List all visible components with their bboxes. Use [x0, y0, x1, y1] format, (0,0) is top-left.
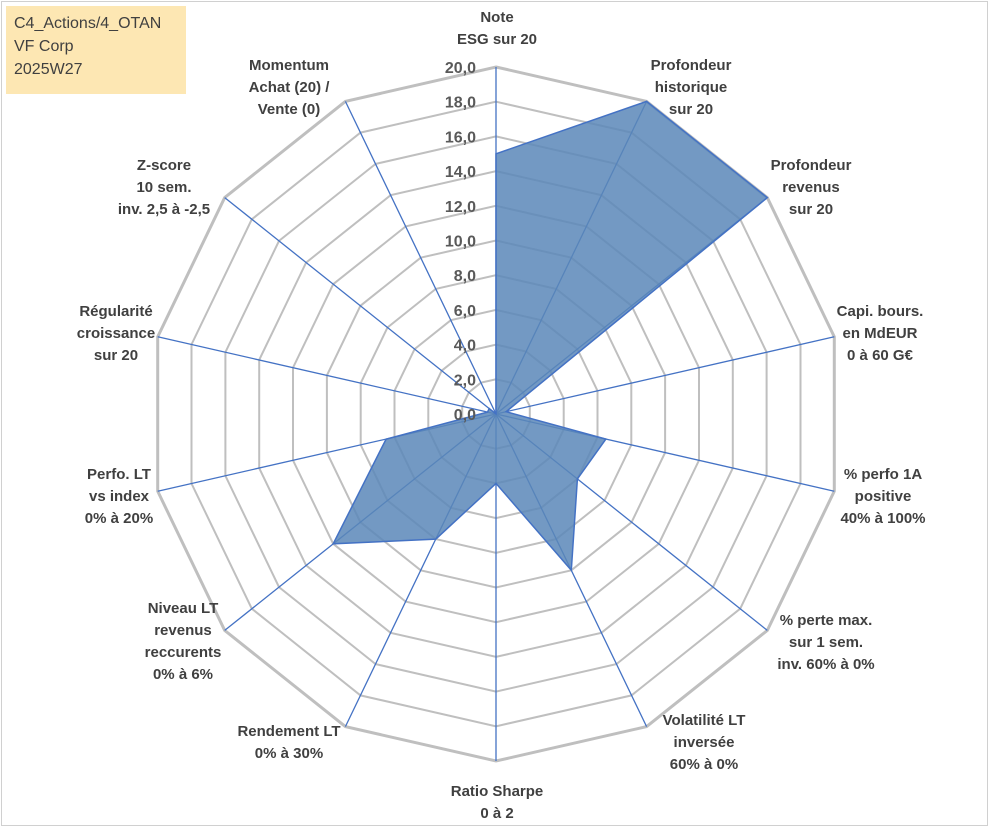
axis-label-line: 60% à 0% — [670, 756, 738, 773]
axis-label-line: sur 20 — [669, 101, 713, 118]
axis-label-line: en MdEUR — [843, 325, 918, 342]
tick-label: 18,0 — [445, 95, 476, 112]
axis-label-line: Capi. bours. — [837, 303, 924, 320]
tick-label: 10,0 — [445, 234, 476, 251]
axis-label: Ratio Sharpe 0 à 2 — [451, 783, 544, 822]
axis-spoke — [224, 197, 497, 415]
axis-label: Note ESG sur 20 — [457, 9, 537, 48]
axis-label: Profondeur revenus sur 20 — [771, 157, 852, 218]
axis-label-line: inversée — [674, 734, 735, 751]
axis-label-line: Profondeur — [771, 157, 852, 174]
axis-label: Niveau LT revenus reccurents 0% à 6% — [145, 600, 222, 683]
axis-label-line: 0% à 30% — [255, 745, 323, 762]
info-box: C4_Actions/4_OTAN VF Corp 2025W27 — [6, 6, 186, 94]
axis-label-line: 10 sem. — [136, 179, 191, 196]
axis-label-line: Perfo. LT — [87, 466, 151, 483]
tick-label: 14,0 — [445, 164, 476, 181]
axis-label-line: sur 20 — [94, 347, 138, 364]
axis-label-line: % perfo 1A — [844, 466, 923, 483]
info-week: 2025W27 — [14, 61, 83, 78]
axis-spoke — [495, 336, 835, 415]
axis-label-line: reccurents — [145, 644, 222, 661]
axis-label-line: Régularité — [79, 303, 152, 320]
axis-label-line: Niveau LT — [148, 600, 219, 617]
axis-label-line: Z-score — [137, 157, 191, 174]
axis-spoke — [344, 101, 497, 415]
axis-label-line: positive — [855, 488, 912, 505]
axis-label-line: Volatilité LT — [663, 712, 746, 729]
axis-label: Perfo. LT vs index 0% à 20% — [85, 466, 153, 527]
series-area — [331, 100, 769, 573]
axis-label-line: 0% à 6% — [153, 666, 213, 683]
axis-label: Momentum Achat (20) / Vente (0) — [249, 57, 331, 118]
radar-axis-labels: Note ESG sur 20 Profondeur historique sur 20… — [77, 9, 926, 822]
axis-label-line: Vente (0) — [258, 101, 321, 118]
axis-label-line: Note — [480, 9, 513, 26]
axis-label-line: Profondeur — [651, 57, 732, 74]
axis-label: % perfo 1A positive 40% à 100% — [840, 466, 925, 527]
axis-label-line: sur 20 — [789, 201, 833, 218]
tick-label: 4,0 — [454, 338, 476, 355]
axis-label: Profondeur historique sur 20 — [651, 57, 732, 118]
axis-label: Volatilité LT inversée 60% à 0% — [663, 712, 746, 773]
axis-label-line: Ratio Sharpe — [451, 783, 544, 800]
axis-label-line: % perte max. — [780, 612, 873, 629]
axis-label: Z-score 10 sem. inv. 2,5 à -2,5 — [118, 157, 210, 218]
axis-label-line: historique — [655, 79, 728, 96]
axis-label-line: croissance — [77, 325, 155, 342]
axis-label-line: Rendement LT — [237, 723, 340, 740]
axis-label: Capi. bours. en MdEUR 0 à 60 G€ — [837, 303, 924, 364]
axis-spoke — [157, 336, 497, 415]
info-portfolio: C4_Actions/4_OTAN — [14, 15, 162, 32]
axis-label-line: vs index — [89, 488, 150, 505]
tick-label: 20,0 — [445, 60, 476, 77]
axis-label-line: 0 à 60 G€ — [847, 347, 914, 364]
axis-label-line: 0 à 2 — [480, 805, 513, 822]
axis-label: Rendement LT 0% à 30% — [237, 723, 340, 762]
tick-label: 6,0 — [454, 303, 476, 320]
radar-series — [331, 100, 769, 573]
axis-label-line: revenus — [782, 179, 840, 196]
axis-label: % perte max. sur 1 sem. inv. 60% à 0% — [777, 612, 874, 673]
axis-label-line: Momentum — [249, 57, 329, 74]
tick-label: 8,0 — [454, 268, 476, 285]
tick-label: 16,0 — [445, 129, 476, 146]
info-company: VF Corp — [14, 38, 74, 55]
axis-label: Régularité croissance sur 20 — [77, 303, 155, 364]
axis-label-line: 0% à 20% — [85, 510, 153, 527]
axis-label-line: inv. 2,5 à -2,5 — [118, 201, 210, 218]
axis-label-line: sur 1 sem. — [789, 634, 863, 651]
radar-tick-labels: 0,0 2,0 4,0 6,0 8,0 10,0 12,0 14,0 16,0 18,0 20,0 — [445, 60, 476, 424]
axis-label-line: Achat (20) / — [249, 79, 331, 96]
tick-label: 0,0 — [454, 407, 476, 424]
axis-label-line: inv. 60% à 0% — [777, 656, 874, 673]
tick-label: 12,0 — [445, 199, 476, 216]
axis-label-line: ESG sur 20 — [457, 31, 537, 48]
tick-label: 2,0 — [454, 372, 476, 389]
axis-label-line: 40% à 100% — [840, 510, 925, 527]
axis-label-line: revenus — [154, 622, 212, 639]
